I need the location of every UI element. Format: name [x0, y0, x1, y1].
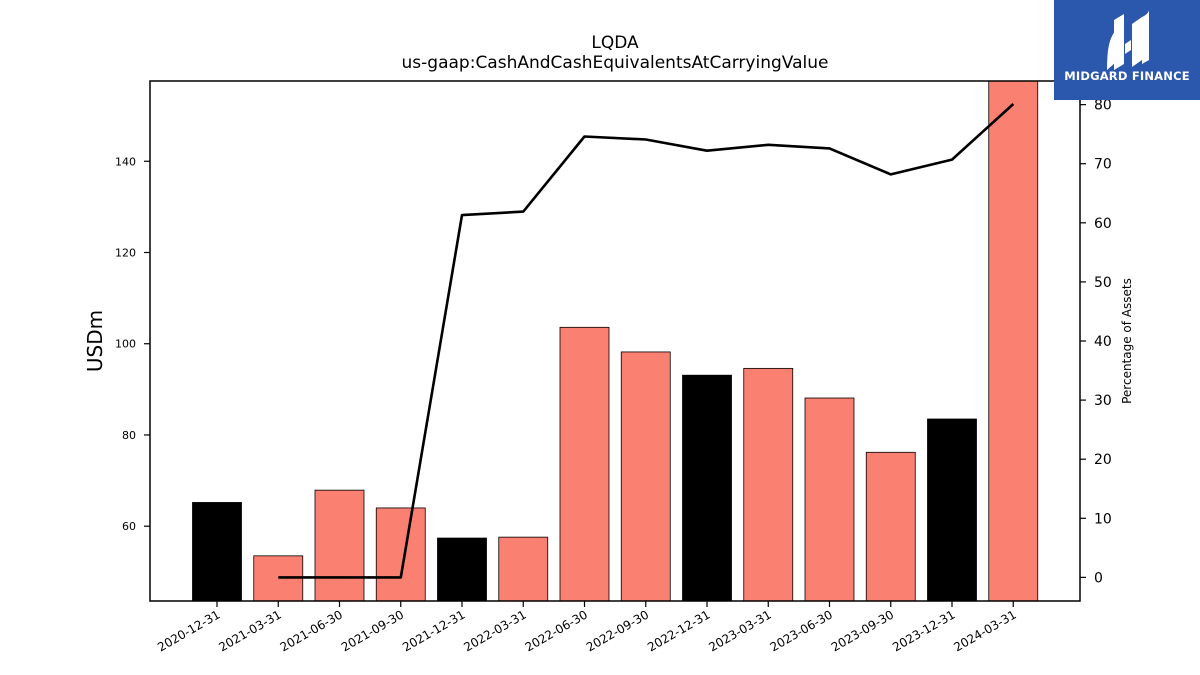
bar-2023-12-31	[927, 418, 977, 602]
bar-2020-12-31	[192, 502, 242, 602]
y2-tick-label: 60	[1094, 216, 1112, 232]
x-tick-label: 2020-12-31	[155, 607, 222, 654]
x-tick-label: 2021-06-30	[278, 607, 345, 654]
y-tick-label: 120	[115, 247, 136, 260]
brand-name: MIDGARD FINANCE	[1064, 69, 1190, 83]
y2-tick-label: 80	[1094, 98, 1112, 114]
brand-mark-icon	[1107, 10, 1149, 70]
chart-subtitle: us-gaap:CashAndCashEquivalentsAtCarrying…	[402, 53, 829, 73]
y2-tick-label: 30	[1094, 393, 1112, 409]
x-tick-label: 2022-06-30	[523, 607, 590, 654]
bar-group	[192, 80, 1039, 602]
bar-2021-09-30	[375, 507, 426, 602]
bar-2021-06-30	[314, 489, 365, 602]
bar-2022-12-31	[682, 374, 732, 602]
x-tick-label: 2023-03-31	[706, 607, 773, 654]
x-tick-label: 2022-03-31	[461, 607, 528, 654]
x-tick-label: 2022-09-30	[584, 607, 651, 654]
right-axis-ticks: 0 10 20 30 40 50 60 70 80	[1080, 98, 1112, 586]
x-tick-label: 2024-03-31	[951, 607, 1018, 654]
x-tick-label: 2023-12-31	[890, 607, 957, 654]
y2-tick-label: 50	[1094, 275, 1112, 291]
y2-tick-label: 20	[1094, 452, 1112, 468]
chart-title: LQDA	[591, 33, 639, 53]
percentage-line	[278, 103, 1015, 579]
x-tick-label: 2022-12-31	[645, 607, 712, 654]
x-tick-label: 2023-06-30	[768, 607, 835, 654]
bar-2022-03-31	[498, 536, 549, 602]
x-tick-label: 2021-09-30	[339, 607, 406, 654]
y2-axis-label: Percentage of Assets	[1120, 278, 1134, 404]
y-tick-label: 80	[122, 429, 136, 442]
brand-logo: MIDGARD FINANCE	[1054, 0, 1200, 100]
bar-2023-09-30	[865, 451, 916, 602]
x-tick-label: 2023-09-30	[829, 607, 896, 654]
bar-2024-03-31	[988, 80, 1039, 602]
bar-2022-09-30	[620, 351, 671, 602]
y2-tick-label: 0	[1094, 570, 1103, 586]
bar-2023-03-31	[743, 367, 794, 602]
x-axis-ticks: 2020-12-312021-03-312021-06-302021-09-30…	[155, 601, 1019, 654]
left-axis-ticks: 60 80 100 120 140	[115, 155, 150, 533]
y-axis-label: USDm	[83, 310, 107, 372]
y-tick-label: 100	[115, 338, 136, 351]
x-tick-label: 2021-03-31	[216, 607, 283, 654]
x-tick-label: 2021-12-31	[400, 607, 467, 654]
y-tick-label: 140	[115, 155, 136, 168]
bar-2021-12-31	[437, 537, 487, 602]
y2-tick-label: 70	[1094, 157, 1112, 173]
y2-tick-label: 40	[1094, 334, 1112, 350]
bar-2023-06-30	[804, 397, 855, 602]
line-layer	[278, 103, 1015, 579]
y-tick-label: 60	[122, 520, 136, 533]
y2-tick-label: 10	[1094, 511, 1112, 527]
bar-2022-06-30	[559, 326, 610, 602]
